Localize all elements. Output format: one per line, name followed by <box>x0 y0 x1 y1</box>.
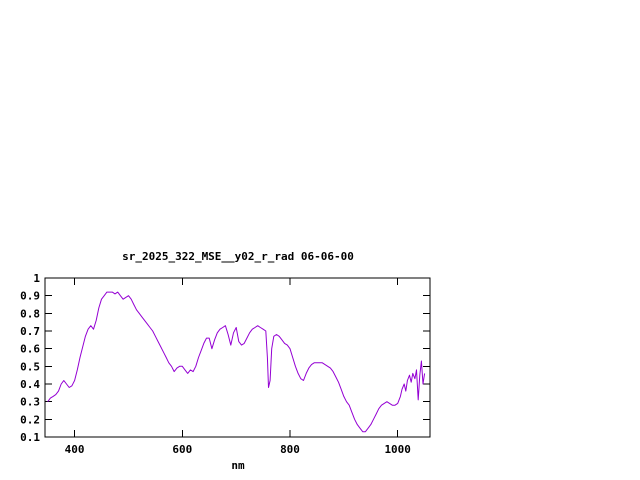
x-tick-label: 400 <box>65 443 85 456</box>
y-tick-label: 0.7 <box>20 325 40 338</box>
y-tick-label: 0.9 <box>20 290 40 303</box>
y-tick-label: 1 <box>33 272 40 285</box>
y-tick-label: 0.1 <box>20 431 40 444</box>
y-tick-label: 0.8 <box>20 307 40 320</box>
y-tick-label: 0.6 <box>20 343 40 356</box>
plot-border <box>44 277 431 438</box>
x-tick-label: 600 <box>172 443 192 456</box>
y-tick-label: 0.4 <box>20 378 40 391</box>
chart-title: sr_2025_322_MSE__y02_r_rad 06-06-00 <box>122 250 354 263</box>
x-tick-label: 800 <box>280 443 300 456</box>
y-tick-label: 0.2 <box>20 413 40 426</box>
y-tick-label: 0.3 <box>20 396 40 409</box>
spectral-curve <box>47 291 426 433</box>
y-tick-label: 0.5 <box>20 360 40 373</box>
plot-area: 400 600 800 1000 0.1 0.2 0.3 0.4 0.5 0.6 0.7 0.8 0.9… <box>20 272 431 456</box>
x-axis-label: nm <box>231 459 245 472</box>
x-tick-label: 1000 <box>384 443 411 456</box>
